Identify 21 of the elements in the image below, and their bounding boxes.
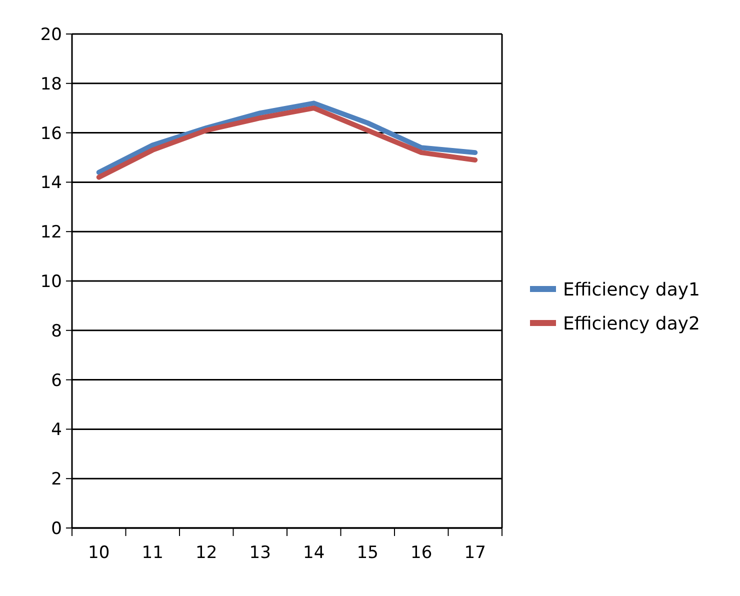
x-tick-label: 11 [142,543,164,563]
x-tick-label: 16 [410,543,432,563]
x-tick-label: 13 [249,543,271,563]
y-tick-label: 20 [40,24,62,45]
x-tick-label: 17 [464,543,486,563]
y-tick-label: 16 [40,124,62,144]
y-tick-label: 12 [40,222,62,243]
y-tick-label: 14 [40,173,62,194]
y-tick-label: 6 [51,370,62,391]
y-tick-label: 0 [51,518,62,539]
y-tick-label: 10 [40,272,62,292]
legend-label: Efficiency day2 [563,313,700,334]
legend-label: Efficiency day1 [563,279,700,300]
y-tick-label: 18 [40,74,62,94]
y-tick-label: 4 [51,420,62,440]
x-tick-label: 10 [88,543,110,563]
x-tick-label: 15 [356,543,378,563]
y-tick-label: 8 [51,321,62,342]
y-tick-label: 2 [51,470,62,490]
x-tick-label: 14 [303,543,325,563]
x-tick-label: 12 [196,543,218,563]
